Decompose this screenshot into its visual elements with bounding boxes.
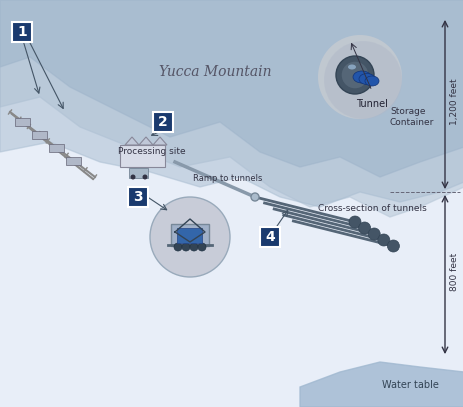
Circle shape xyxy=(142,175,147,179)
Circle shape xyxy=(250,193,258,201)
FancyBboxPatch shape xyxy=(259,227,279,247)
Ellipse shape xyxy=(352,71,370,83)
FancyBboxPatch shape xyxy=(15,118,30,126)
Polygon shape xyxy=(300,362,463,407)
Text: 2: 2 xyxy=(158,115,168,129)
Text: Processing site: Processing site xyxy=(118,147,185,157)
FancyBboxPatch shape xyxy=(153,112,173,132)
Circle shape xyxy=(317,35,401,119)
FancyBboxPatch shape xyxy=(128,187,148,207)
Ellipse shape xyxy=(347,64,355,70)
Text: Ramp to tunnels: Ramp to tunnels xyxy=(193,175,262,184)
Ellipse shape xyxy=(358,74,374,85)
FancyBboxPatch shape xyxy=(49,144,64,152)
Circle shape xyxy=(189,243,198,251)
Text: Yucca Mountain: Yucca Mountain xyxy=(158,65,271,79)
Circle shape xyxy=(198,243,206,251)
Text: Cross-section of tunnels: Cross-section of tunnels xyxy=(317,204,426,214)
Ellipse shape xyxy=(335,56,373,94)
Circle shape xyxy=(358,222,370,234)
Circle shape xyxy=(130,175,135,179)
Polygon shape xyxy=(0,0,463,217)
Text: Water table: Water table xyxy=(381,380,438,390)
Circle shape xyxy=(150,197,230,277)
Text: 1,200 feet: 1,200 feet xyxy=(449,79,458,125)
Circle shape xyxy=(377,234,389,246)
Text: 3: 3 xyxy=(133,190,143,204)
FancyBboxPatch shape xyxy=(66,157,81,165)
Polygon shape xyxy=(139,137,153,145)
Text: Storage
Container: Storage Container xyxy=(389,107,433,127)
Text: 800 feet: 800 feet xyxy=(449,253,458,291)
FancyBboxPatch shape xyxy=(129,168,148,177)
Circle shape xyxy=(368,228,379,240)
FancyBboxPatch shape xyxy=(32,131,47,139)
Ellipse shape xyxy=(364,76,378,86)
Text: Tunnel: Tunnel xyxy=(355,99,387,109)
FancyBboxPatch shape xyxy=(12,22,32,42)
Polygon shape xyxy=(153,137,167,145)
Polygon shape xyxy=(0,0,463,207)
Circle shape xyxy=(174,243,181,251)
Ellipse shape xyxy=(340,61,368,89)
Text: 4: 4 xyxy=(264,230,274,244)
Polygon shape xyxy=(125,137,139,145)
Polygon shape xyxy=(0,357,463,407)
Circle shape xyxy=(181,243,189,251)
Text: 1: 1 xyxy=(17,25,27,39)
Circle shape xyxy=(387,240,399,252)
Polygon shape xyxy=(0,0,463,177)
Circle shape xyxy=(348,216,360,228)
Circle shape xyxy=(323,41,401,119)
FancyBboxPatch shape xyxy=(171,224,208,246)
FancyBboxPatch shape xyxy=(177,228,202,243)
FancyBboxPatch shape xyxy=(120,145,165,167)
